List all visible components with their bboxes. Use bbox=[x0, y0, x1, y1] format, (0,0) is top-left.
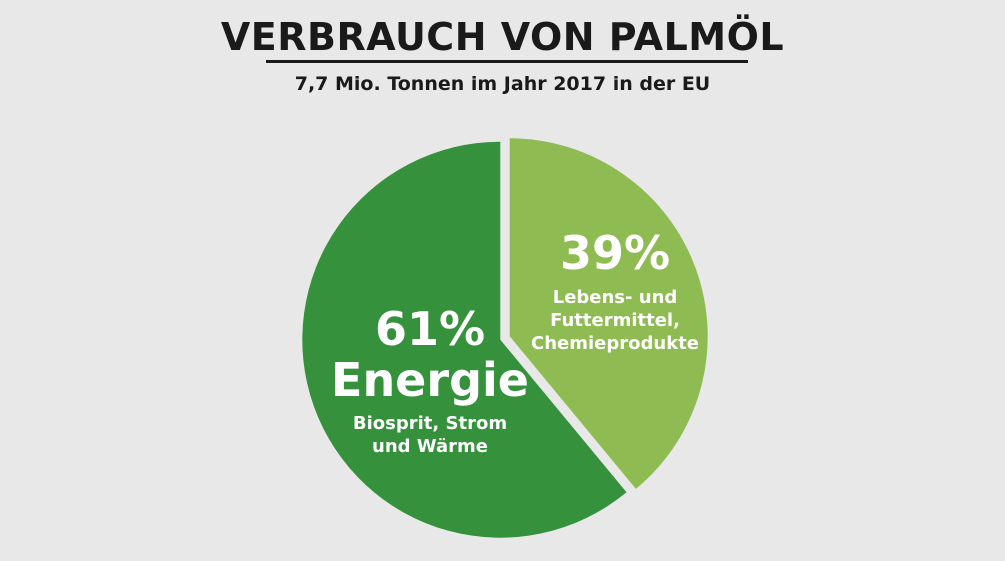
chart-subtitle: 7,7 Mio. Tonnen im Jahr 2017 in der EU bbox=[294, 73, 711, 95]
food-slice-desc-line-3: Chemieprodukte bbox=[531, 333, 699, 354]
pie-slice-energy bbox=[302, 141, 627, 538]
energy-slice-desc-line-1: Biosprit, Strom bbox=[352, 413, 508, 434]
title-underline bbox=[266, 60, 748, 63]
energy-slice-label: 61% Energie Biosprit, Strom und Wärme bbox=[320, 304, 540, 458]
energy-slice-percent: 61% bbox=[374, 302, 486, 356]
food-slice-desc-line-2: Futtermittel, bbox=[550, 310, 680, 331]
chart-title: VERBRAUCH VON PALMÖL bbox=[220, 15, 785, 59]
energy-slice-name: Energie bbox=[331, 353, 529, 407]
energy-slice-desc-line-2: und Wärme bbox=[372, 436, 488, 457]
food-slice-desc-line-1: Lebens- und bbox=[552, 287, 678, 308]
food-slice-label: 39% Lebens- und Futtermittel, Chemieprod… bbox=[520, 228, 710, 355]
food-slice-percent: 39% bbox=[559, 226, 671, 280]
pie-slice-food bbox=[509, 138, 708, 489]
